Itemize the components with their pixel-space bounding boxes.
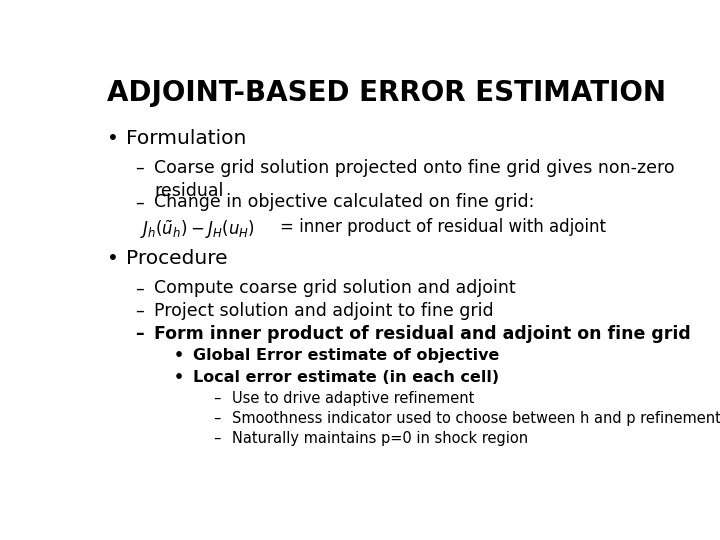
Text: ADJOINT-BASED ERROR ESTIMATION: ADJOINT-BASED ERROR ESTIMATION bbox=[107, 79, 666, 107]
Text: Procedure: Procedure bbox=[126, 249, 228, 268]
Text: Use to drive adaptive refinement: Use to drive adaptive refinement bbox=[233, 391, 474, 406]
Text: Compute coarse grid solution and adjoint: Compute coarse grid solution and adjoint bbox=[154, 279, 516, 298]
Text: Form inner product of residual and adjoint on fine grid: Form inner product of residual and adjoi… bbox=[154, 325, 691, 343]
Text: Naturally maintains p=0 in shock region: Naturally maintains p=0 in shock region bbox=[233, 431, 528, 446]
Text: –: – bbox=[135, 302, 143, 320]
Text: –: – bbox=[213, 411, 220, 426]
Text: •: • bbox=[174, 369, 184, 384]
Text: Local error estimate (in each cell): Local error estimate (in each cell) bbox=[193, 369, 500, 384]
Text: –: – bbox=[213, 391, 220, 406]
Text: •: • bbox=[107, 249, 119, 268]
Text: Global Error estimate of objective: Global Error estimate of objective bbox=[193, 348, 500, 363]
Text: Coarse grid solution projected onto fine grid gives non-zero
residual: Coarse grid solution projected onto fine… bbox=[154, 159, 675, 200]
Text: –: – bbox=[135, 279, 143, 298]
Text: Formulation: Formulation bbox=[126, 129, 247, 149]
Text: •: • bbox=[174, 348, 184, 363]
Text: $J_h(\tilde{u}_h) - J_H(u_H)$: $J_h(\tilde{u}_h) - J_H(u_H)$ bbox=[140, 218, 255, 240]
Text: Smoothness indicator used to choose between h and p refinement: Smoothness indicator used to choose betw… bbox=[233, 411, 720, 426]
Text: Project solution and adjoint to fine grid: Project solution and adjoint to fine gri… bbox=[154, 302, 494, 320]
Text: –: – bbox=[213, 431, 220, 446]
Text: –: – bbox=[135, 159, 143, 177]
Text: –: – bbox=[135, 193, 143, 211]
Text: –: – bbox=[135, 325, 143, 343]
Text: Change in objective calculated on fine grid:: Change in objective calculated on fine g… bbox=[154, 193, 534, 211]
Text: = inner product of residual with adjoint: = inner product of residual with adjoint bbox=[280, 218, 606, 236]
Text: •: • bbox=[107, 129, 119, 149]
